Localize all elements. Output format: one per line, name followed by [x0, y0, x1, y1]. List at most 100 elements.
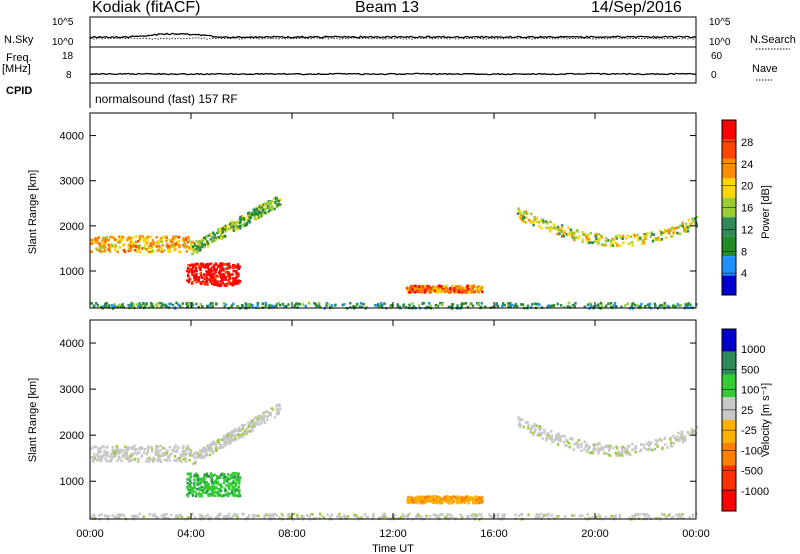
- cell: [594, 234, 597, 238]
- cell: [224, 493, 227, 497]
- cell: [532, 220, 535, 224]
- cell: [669, 438, 672, 441]
- cell: [458, 498, 462, 502]
- cell: [541, 437, 544, 440]
- cell: [413, 291, 417, 294]
- cell: [133, 245, 136, 248]
- cell: [209, 302, 212, 305]
- cell: [244, 223, 248, 227]
- cell: [237, 272, 240, 275]
- cell: [633, 234, 636, 237]
- noise-panel-frame: [89, 16, 697, 48]
- cell: [210, 447, 213, 451]
- cell: [225, 484, 228, 487]
- cell: [185, 236, 188, 240]
- cell: [343, 516, 347, 520]
- cell: [462, 500, 465, 503]
- cell: [101, 246, 104, 249]
- cell: [419, 290, 423, 293]
- cell: [586, 233, 589, 236]
- cell: [198, 486, 202, 489]
- cell: [464, 302, 467, 305]
- cell: [572, 448, 575, 451]
- cell: [128, 305, 131, 309]
- cell: [224, 303, 227, 306]
- cell: [585, 236, 588, 239]
- cell: [109, 459, 112, 463]
- cell: [97, 449, 100, 453]
- cell: [538, 425, 541, 428]
- cell: [687, 218, 690, 222]
- cell: [681, 437, 684, 440]
- cell: [209, 280, 212, 284]
- cell: [478, 500, 482, 504]
- cell: [352, 305, 355, 308]
- cell: [132, 447, 135, 451]
- cell: [669, 436, 672, 440]
- cell: [588, 238, 591, 241]
- cell: [255, 207, 259, 211]
- cell: [456, 501, 459, 505]
- cell: [167, 250, 170, 254]
- cell: [224, 228, 227, 231]
- cell: [193, 474, 196, 478]
- cell: [95, 248, 99, 252]
- cell: [480, 516, 483, 520]
- cell: [215, 302, 218, 306]
- cell: [133, 515, 137, 519]
- cell: [219, 269, 222, 272]
- cell: [128, 456, 131, 460]
- cell: [237, 429, 240, 432]
- cell: [92, 240, 95, 243]
- cell: [206, 266, 210, 270]
- cell: [186, 273, 190, 277]
- cell: [542, 219, 545, 223]
- cell: [232, 266, 235, 270]
- cell: [138, 451, 141, 455]
- cell: [213, 238, 216, 241]
- cell: [166, 245, 170, 248]
- cell: [225, 267, 228, 270]
- cell: [214, 236, 217, 240]
- cell: [480, 285, 484, 289]
- cell: [197, 246, 200, 249]
- cell: [520, 303, 523, 306]
- cell: [448, 500, 451, 504]
- cell: [231, 429, 234, 433]
- cell: [604, 452, 607, 456]
- cell: [633, 303, 637, 307]
- cell: [418, 289, 421, 292]
- cell: [488, 513, 491, 517]
- cell: [114, 248, 117, 251]
- cell: [243, 432, 246, 435]
- cell: [469, 513, 472, 517]
- cell: [457, 495, 460, 499]
- cell: [232, 223, 236, 226]
- cell: [469, 496, 473, 499]
- cell: [577, 439, 581, 442]
- cell: [127, 236, 130, 239]
- cell: [90, 302, 93, 305]
- cell: [437, 287, 441, 290]
- cell: [173, 446, 176, 450]
- cell: [137, 458, 140, 461]
- cell: [187, 491, 191, 495]
- cell: [421, 495, 424, 498]
- cell: [383, 302, 386, 305]
- cell: [631, 514, 634, 518]
- cell: [603, 244, 606, 247]
- cell: [218, 438, 222, 442]
- cell: [251, 304, 254, 307]
- cell: [273, 416, 277, 419]
- cell: [235, 305, 239, 309]
- cell: [107, 248, 110, 251]
- freq-label: Freq.: [6, 52, 32, 64]
- cell: [173, 243, 176, 247]
- cell: [96, 459, 99, 462]
- cell: [131, 452, 135, 456]
- cell: [248, 219, 251, 222]
- cell: [227, 494, 230, 498]
- cell: [95, 302, 98, 305]
- freq-unit-label: [MHz]: [2, 63, 31, 75]
- cell: [592, 450, 595, 453]
